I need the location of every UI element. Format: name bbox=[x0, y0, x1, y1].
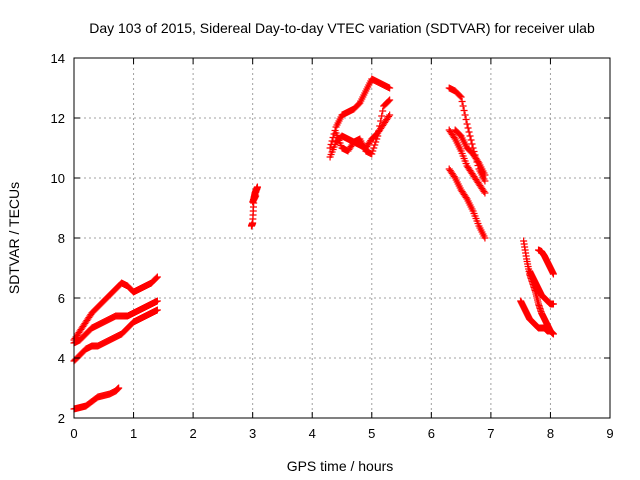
series-track-16 bbox=[535, 246, 557, 278]
data-point-marker bbox=[460, 107, 468, 114]
series-track-12 bbox=[451, 126, 489, 179]
data-point-marker bbox=[467, 136, 475, 144]
data-point-marker bbox=[370, 144, 378, 152]
data-point-marker bbox=[376, 122, 384, 130]
y-tick-label: 12 bbox=[51, 111, 65, 126]
data-point-marker bbox=[456, 92, 464, 100]
series-track-15 bbox=[526, 267, 557, 308]
data-point-marker bbox=[386, 111, 394, 119]
x-tick-label: 4 bbox=[309, 426, 316, 441]
data-point-marker bbox=[549, 330, 557, 338]
data-point-marker bbox=[369, 147, 377, 155]
x-tick-label: 3 bbox=[249, 426, 256, 441]
data-point-marker bbox=[549, 270, 557, 278]
data-point-marker bbox=[480, 188, 488, 195]
y-tick-label: 8 bbox=[58, 231, 65, 246]
x-tick-label: 6 bbox=[428, 426, 435, 441]
x-tick-label: 0 bbox=[70, 426, 77, 441]
series-track-5 bbox=[247, 183, 261, 230]
data-point-marker bbox=[386, 96, 394, 104]
data-point-marker bbox=[468, 140, 476, 148]
data-point-marker bbox=[153, 273, 161, 281]
data-point-marker bbox=[377, 117, 385, 125]
series-track-10 bbox=[445, 126, 489, 197]
data-point-marker bbox=[368, 150, 376, 158]
data-point-marker bbox=[462, 116, 470, 123]
data-point-marker bbox=[481, 234, 489, 242]
data-point-marker bbox=[481, 177, 489, 185]
data-point-marker bbox=[153, 306, 161, 314]
data-point-marker bbox=[469, 144, 477, 152]
data-point-marker bbox=[464, 124, 472, 132]
data-point-marker bbox=[386, 84, 394, 92]
data-point-marker bbox=[385, 97, 393, 105]
data-point-marker bbox=[373, 135, 381, 143]
x-tick-label: 1 bbox=[130, 426, 137, 441]
data-point-marker bbox=[374, 132, 382, 140]
series-track-11 bbox=[445, 165, 489, 242]
series-track-6 bbox=[326, 75, 394, 152]
data-marks bbox=[70, 75, 557, 413]
series-track-4 bbox=[70, 384, 123, 413]
x-axis-title: GPS time / hours bbox=[287, 458, 394, 474]
series-track-2 bbox=[70, 297, 161, 347]
series-track-3 bbox=[70, 306, 161, 365]
x-tick-label: 5 bbox=[368, 426, 375, 441]
data-point-marker bbox=[549, 300, 557, 308]
data-point-marker bbox=[466, 132, 474, 140]
x-tick-label: 9 bbox=[606, 426, 613, 441]
data-point-marker bbox=[326, 144, 334, 152]
series-track-8 bbox=[332, 96, 394, 158]
data-point-marker bbox=[371, 141, 379, 149]
data-point-marker bbox=[252, 192, 260, 200]
x-tick-label: 2 bbox=[189, 426, 196, 441]
y-tick-label: 6 bbox=[58, 291, 65, 306]
data-point-marker bbox=[465, 128, 473, 136]
data-point-marker bbox=[379, 107, 387, 115]
chart-title: Day 103 of 2015, Sidereal Day-to-day VTE… bbox=[89, 20, 595, 36]
x-tick-label: 8 bbox=[547, 426, 554, 441]
data-point-marker bbox=[457, 93, 465, 101]
data-point-marker bbox=[153, 297, 161, 305]
data-point-marker bbox=[463, 120, 471, 128]
x-tick-label: 7 bbox=[487, 426, 494, 441]
data-point-marker bbox=[115, 384, 123, 392]
data-point-marker bbox=[461, 111, 469, 119]
data-point-marker bbox=[375, 127, 383, 135]
y-tick-label: 2 bbox=[58, 411, 65, 426]
data-point-marker bbox=[385, 113, 393, 120]
data-point-marker bbox=[152, 274, 160, 282]
data-point-marker bbox=[481, 189, 489, 197]
y-axis-title: SDTVAR / TECUs bbox=[6, 182, 22, 294]
y-tick-label: 4 bbox=[58, 351, 65, 366]
data-point-marker bbox=[372, 138, 380, 146]
data-point-marker bbox=[378, 112, 386, 120]
y-tick-label: 14 bbox=[51, 51, 65, 66]
data-point-marker bbox=[546, 327, 554, 335]
data-point-marker bbox=[481, 171, 489, 179]
data-point-marker bbox=[459, 102, 467, 110]
data-point-marker bbox=[458, 98, 466, 105]
y-tick-label: 10 bbox=[51, 171, 65, 186]
series-track-14 bbox=[517, 297, 554, 335]
